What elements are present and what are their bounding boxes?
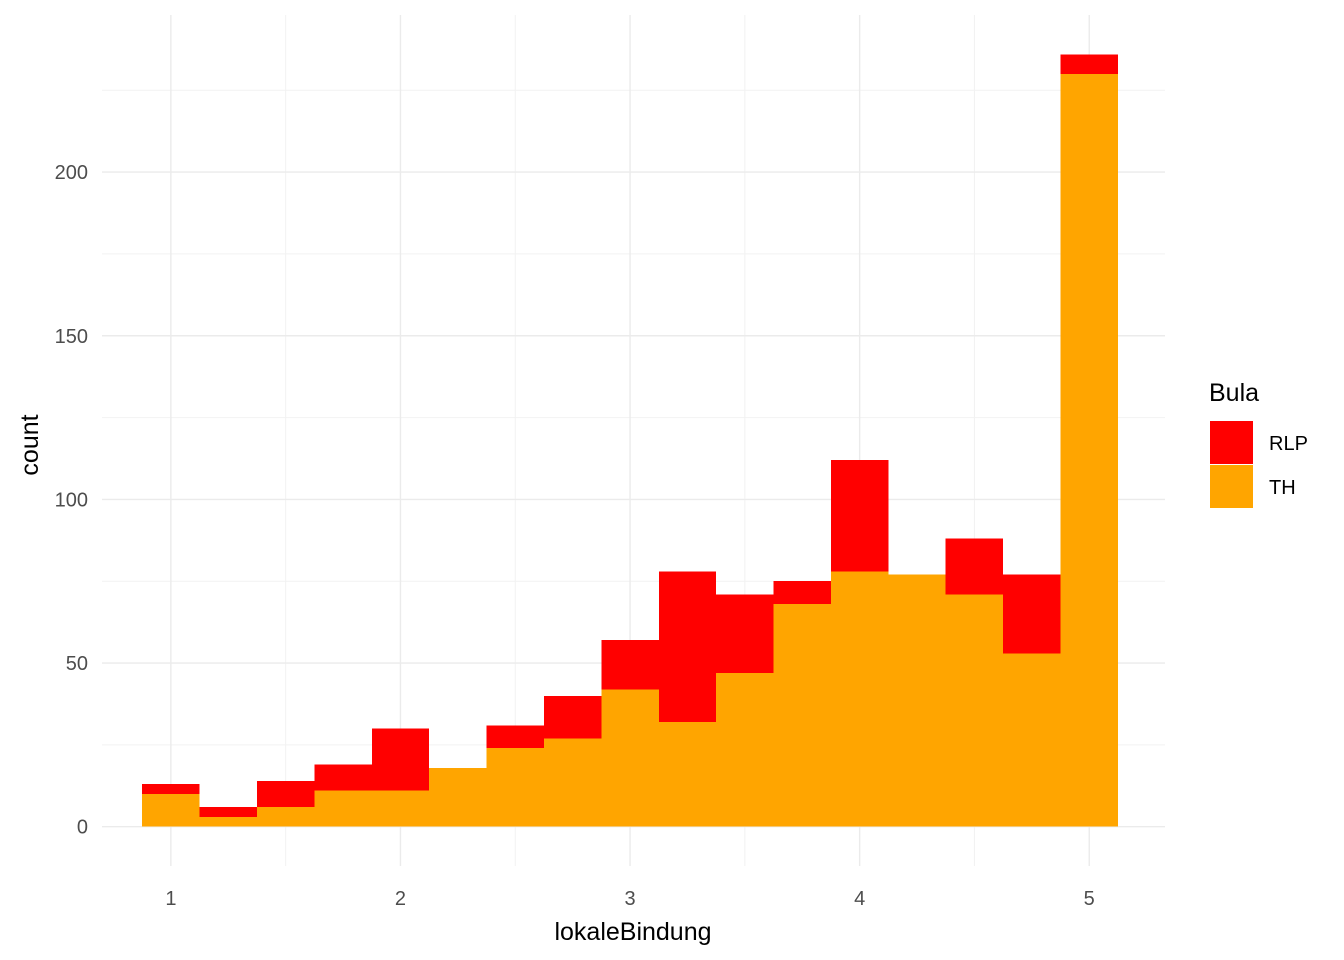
bar-th — [199, 816, 257, 827]
y-tick-label: 100 — [55, 489, 88, 511]
bar-th — [1003, 653, 1061, 827]
y-tick-label: 0 — [77, 817, 88, 839]
bar-th — [371, 790, 430, 827]
y-tick-label: 50 — [66, 653, 88, 675]
bar-th — [142, 793, 200, 827]
bar-rlp — [1060, 54, 1118, 74]
legend: Bula RLP TH — [1209, 379, 1308, 508]
y-tick-label: 150 — [55, 326, 88, 348]
bar-rlp — [199, 807, 257, 817]
x-tick-label: 2 — [395, 888, 406, 910]
bar-rlp — [543, 695, 602, 739]
bar-rlp — [830, 460, 889, 572]
bar-th — [486, 748, 544, 827]
x-tick-labels: 1 2 3 4 5 — [165, 888, 1094, 910]
bar-rlp — [314, 764, 372, 791]
x-tick-label: 3 — [624, 888, 635, 910]
legend-key-rlp — [1210, 421, 1253, 464]
x-tick-label: 1 — [165, 888, 176, 910]
x-tick-label: 4 — [854, 888, 865, 910]
bar-th — [658, 721, 717, 827]
legend-title: Bula — [1209, 379, 1259, 407]
bar-rlp — [371, 728, 430, 791]
bar-th — [543, 738, 602, 827]
bar-th — [429, 767, 487, 827]
bar-th — [830, 571, 889, 827]
bar-rlp — [773, 581, 831, 605]
bar-rlp — [716, 594, 774, 673]
legend-label-rlp: RLP — [1269, 433, 1308, 455]
bar-rlp — [142, 784, 200, 794]
bar-th — [256, 807, 315, 827]
bar-th — [1060, 73, 1118, 827]
x-axis-title: lokaleBindung — [554, 918, 711, 946]
legend-label-th: TH — [1269, 477, 1296, 499]
bar-rlp — [601, 640, 659, 690]
bar-rlp — [1003, 574, 1061, 654]
bar-th — [945, 594, 1004, 827]
bar-th — [314, 790, 372, 827]
bar-th — [773, 604, 831, 827]
x-tick-label: 5 — [1084, 888, 1095, 910]
legend-key-th — [1210, 465, 1253, 508]
bar-rlp — [256, 780, 315, 808]
bar-th — [601, 689, 659, 827]
y-axis-title: count — [16, 414, 44, 475]
bar-rlp — [658, 571, 717, 722]
y-tick-label: 200 — [55, 162, 88, 184]
bar-rlp — [486, 725, 544, 749]
y-tick-labels: 0 50 100 150 200 — [55, 162, 88, 839]
bar-th — [888, 574, 946, 827]
bar-th — [716, 672, 774, 827]
bars — [142, 54, 1118, 827]
bar-rlp — [945, 538, 1004, 595]
